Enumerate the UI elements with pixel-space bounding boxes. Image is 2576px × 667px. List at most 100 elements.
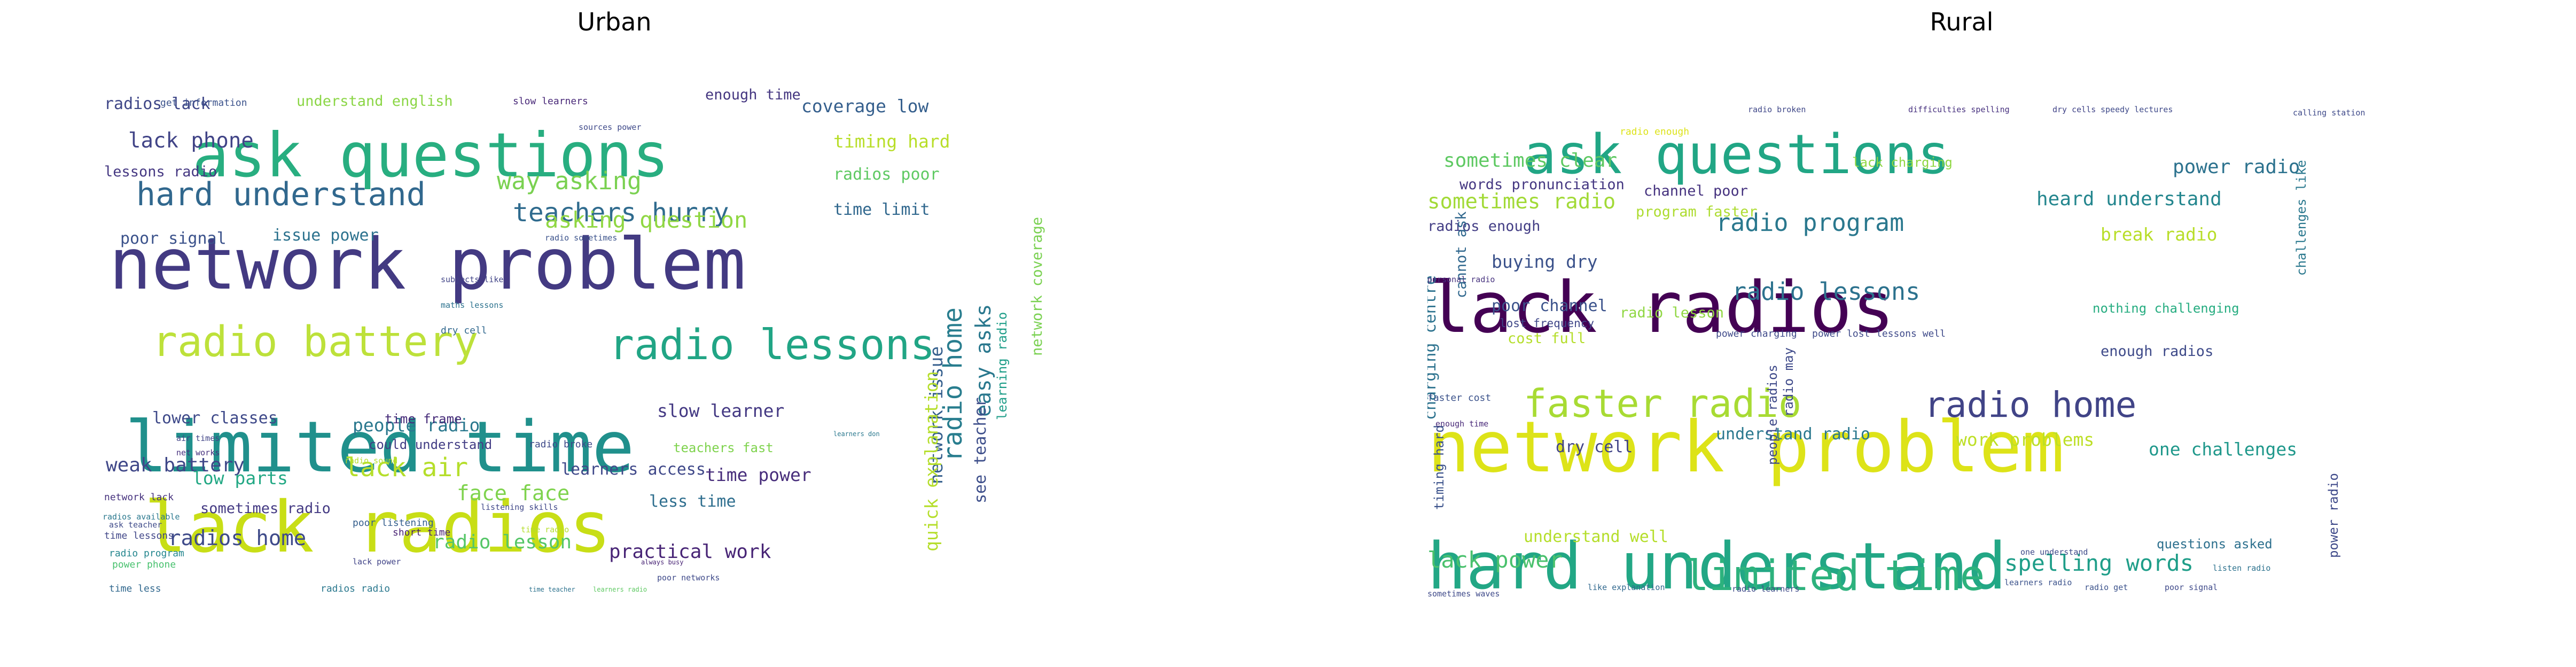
word-program-faster: program faster [1636, 204, 1758, 220]
word-get-information: get information [160, 97, 247, 108]
word-nothing-challenging: nothing challenging [2093, 301, 2239, 316]
word-network-coverage: network coverage [1029, 217, 1045, 356]
word-learning-radio: learning radio [995, 312, 1010, 420]
word-asking-question: asking question [545, 207, 747, 233]
word-radio-may: radio may [1781, 347, 1796, 417]
word-channel-poor: channel poor [1644, 183, 1748, 199]
word-radios-lack: radios lack [104, 95, 210, 113]
word-lack-power: lack power [1427, 547, 1563, 573]
word-network-problem: network problem [1427, 406, 2064, 488]
word-short-time: short time [393, 527, 450, 538]
word-weak-battery: weak battery [106, 454, 245, 476]
word-radio-broken: radio broken [1748, 105, 1806, 114]
word-dry-cells: dry cells [2052, 105, 2096, 114]
word-lower-classes: lower classes [152, 409, 278, 428]
word-face-face: face face [457, 482, 569, 506]
word-time-radio: time radio [521, 525, 569, 534]
word-time-teacher: time teacher [529, 586, 575, 593]
word-faster-cost: faster cost [1427, 392, 1491, 404]
word-learners-access: learners access [561, 460, 706, 479]
word-radio-sometimes: radio sometimes [545, 233, 617, 243]
word-learners-don: learners don [833, 430, 880, 438]
word-cost-full: cost full [1508, 330, 1586, 347]
urban-panel: Urban lack radios limited time network pro… [0, 0, 1229, 667]
word-power-radio: power radio [2326, 473, 2341, 558]
word-teachers-fast: teachers fast [673, 440, 774, 455]
word-lack-radios: lack radios [1427, 267, 1894, 349]
word-power-phone: power phone [112, 559, 176, 570]
word-understand-well: understand well [1524, 528, 1668, 546]
word-enough-time: enough time [705, 87, 801, 103]
panel-title-urban: Urban [577, 7, 652, 36]
word-words-pronunciation: words pronunciation [1459, 176, 1625, 193]
word-lack-charging: lack charging [1852, 155, 1953, 170]
word-radio-lessons: radio lessons [1732, 277, 1920, 306]
word-challenges-like: challenges like [2294, 160, 2309, 276]
word-radio-lesson: radio lesson [1620, 305, 1724, 321]
word-sometimes-waves: sometimes waves [1427, 589, 1500, 599]
word-difficulties-spelling: difficulties spelling [1908, 105, 2010, 114]
word-time-frame: time frame [385, 412, 462, 426]
word-limited-time: limited time [1684, 552, 1985, 600]
word-time-power: time power [705, 464, 811, 485]
word-ask-questions: ask questions [1524, 123, 1950, 187]
word-understand-english: understand english [296, 93, 453, 110]
word-time-lessons: time lessons [104, 530, 174, 541]
word-understand-radio: understand radio [1716, 425, 1870, 444]
word-always-busy: always busy [641, 559, 683, 566]
word-lessons-radio: lessons radio [104, 164, 217, 180]
word-speedy-lectures: speedy lectures [2101, 105, 2173, 114]
word-radio-learners: radio learners [1732, 584, 1799, 594]
word-radio-program: radio program [1716, 208, 1904, 237]
word-dry-cell: dry cell [441, 325, 487, 336]
word-break-radio: break radio [2101, 224, 2218, 245]
word-poor-signal: poor signal [2165, 583, 2218, 592]
word-sources-power: sources power [579, 122, 641, 132]
word-teachers-hurry: teachers hurry [513, 198, 729, 228]
word-subjects-like: subjects like [441, 275, 503, 284]
rural-word-cloud: lack radios network problem hard understan… [1427, 51, 2549, 612]
word-issue-power: issue power [272, 226, 379, 245]
rural-panel: Rural lack radios network problem hard und… [1347, 0, 2576, 667]
word-sometimes-radio: sometimes radio [200, 500, 331, 517]
word-see-teacher: see teacher [971, 397, 990, 503]
word-listening-skills: listening skills [481, 502, 558, 512]
word-coverage-low: coverage low [801, 96, 929, 117]
word-spelling-words: spelling words [2004, 550, 2193, 576]
word-timing-hard: timing hard [1432, 425, 1447, 510]
word-learners-radio: learners radio [593, 586, 647, 593]
word-time-limit: time limit [833, 200, 930, 219]
word-network-issue: network issue [926, 346, 947, 484]
word-questions-asked: questions asked [2157, 537, 2273, 552]
word-personal-radio: personal radio [1427, 275, 1495, 284]
word-people-radios: people radios [1765, 364, 1780, 465]
word-network-problem: network problem [109, 223, 746, 306]
word-radio-battery: radio battery [152, 318, 478, 366]
word-could-understand: could understand [369, 437, 492, 452]
word-enough-time: enough time [1435, 419, 1488, 429]
word-sometimes-clear: sometimes clear [1443, 150, 1617, 172]
word-enough-radios: enough radios [2101, 343, 2213, 360]
word-ask-teacher: ask teacher [109, 520, 162, 530]
word-time-less: time less [109, 583, 161, 594]
word-ask-questions: ask questions [192, 120, 669, 191]
word-listen-radio: listen radio [2213, 563, 2270, 573]
word-radios-home: radios home [168, 526, 306, 550]
word-poor-listening: poor listening [353, 517, 434, 529]
word-radio-program: radio program [109, 548, 184, 559]
word-radio-get: radio get [2085, 583, 2128, 592]
word-slow-learners: slow learners [513, 96, 588, 107]
word-poor-channel: poor channel [1492, 297, 1607, 315]
word-radio-sound: radio sound [345, 456, 397, 466]
word-poor-networks: poor networks [657, 573, 720, 583]
word-poor-signal: poor signal [120, 229, 227, 248]
word-lessons-well: lessons well [1876, 328, 1946, 339]
word-hard-understand: hard understand [136, 176, 426, 213]
word-lack-air: lack air [345, 453, 468, 483]
word-like-explanation: like explanation [1588, 583, 1665, 592]
word-buying-dry: buying dry [1492, 251, 1598, 272]
word-limited-time: limited time [125, 406, 635, 488]
word-charging-centre: charging centre [1427, 275, 1440, 420]
word-radios-poor: radios poor [833, 165, 940, 184]
word-cannot-ask: cannot ask [1453, 211, 1470, 298]
